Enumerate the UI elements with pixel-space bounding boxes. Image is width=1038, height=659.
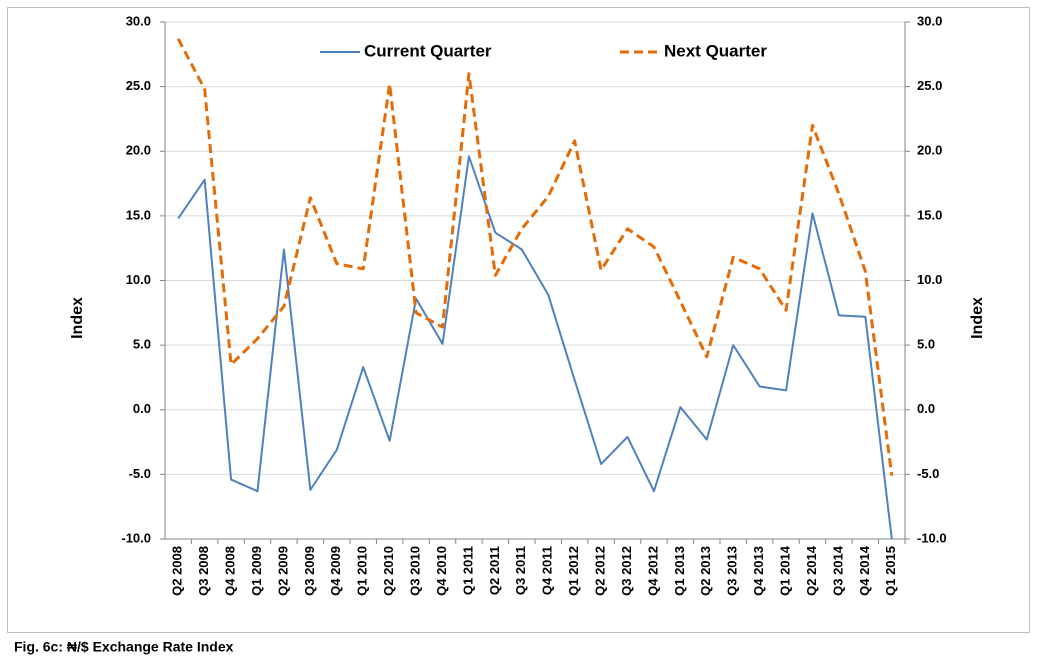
y-axis-title: Index (69, 297, 86, 339)
y2-tick-label: 20.0 (917, 143, 942, 158)
x-tick-label: Q4 2009 (328, 546, 343, 596)
y-tick-label: 5.0 (133, 337, 151, 352)
x-tick-label: Q4 2012 (645, 546, 660, 596)
y2-tick-label: 25.0 (917, 78, 942, 93)
x-tick-label: Q1 2010 (355, 546, 370, 596)
x-tick-label: Q3 2009 (302, 546, 317, 596)
y2-tick-label: -5.0 (917, 466, 939, 481)
y-tick-label: 10.0 (126, 272, 151, 287)
y-tick-label: 15.0 (126, 207, 151, 222)
y-tick-label: 20.0 (126, 143, 151, 158)
y2-tick-label: 15.0 (917, 207, 942, 222)
y-tick-label: 30.0 (126, 13, 151, 28)
x-tick-label: Q2 2014 (804, 545, 819, 596)
y2-tick-label: 10.0 (917, 272, 942, 287)
x-tick-label: Q3 2010 (408, 546, 423, 596)
x-tick-label: Q2 2010 (381, 546, 396, 596)
series-line (176, 38, 894, 476)
caption: Fig. 6c: ₦/$ Exchange Rate Index (14, 639, 234, 655)
y-tick-label: 25.0 (126, 78, 151, 93)
y2-tick-label: 30.0 (917, 13, 942, 28)
x-tick-label: Q2 2013 (698, 546, 713, 596)
legend-label: Current Quarter (364, 41, 492, 60)
x-tick-label: Q2 2008 (170, 546, 185, 596)
x-tick-label: Q2 2009 (275, 546, 290, 596)
x-tick-label: Q4 2011 (540, 546, 555, 595)
chart-border (7, 7, 1030, 633)
legend-label: Next Quarter (664, 41, 767, 60)
x-tick-label: Q1 2015 (883, 546, 898, 596)
y2-tick-label: 0.0 (917, 401, 935, 416)
x-tick-label: Q1 2014 (778, 545, 793, 596)
x-tick-label: Q2 2012 (593, 546, 608, 596)
x-tick-label: Q4 2008 (223, 546, 238, 596)
y2-tick-label: 5.0 (917, 337, 935, 352)
y2-axis-title: Index (969, 297, 986, 339)
x-tick-label: Q1 2012 (566, 546, 581, 596)
y-tick-label: 0.0 (133, 401, 151, 416)
x-tick-label: Q3 2012 (619, 546, 634, 596)
x-tick-label: Q3 2014 (830, 545, 845, 596)
y-tick-label: -5.0 (129, 466, 151, 481)
x-tick-label: Q3 2008 (196, 546, 211, 596)
x-tick-label: Q1 2009 (249, 546, 264, 596)
x-tick-label: Q2 2011 (487, 546, 502, 595)
x-tick-label: Q1 2011 (460, 546, 475, 595)
y2-tick-label: -10.0 (917, 530, 947, 545)
x-tick-label: Q4 2014 (857, 545, 872, 596)
y-tick-label: -10.0 (121, 530, 151, 545)
x-tick-label: Q3 2013 (725, 546, 740, 596)
x-tick-label: Q4 2013 (751, 546, 766, 596)
x-tick-label: Q4 2010 (434, 546, 449, 596)
series-line (177, 155, 893, 540)
x-tick-label: Q3 2011 (513, 546, 528, 595)
x-tick-label: Q1 2013 (672, 546, 687, 596)
